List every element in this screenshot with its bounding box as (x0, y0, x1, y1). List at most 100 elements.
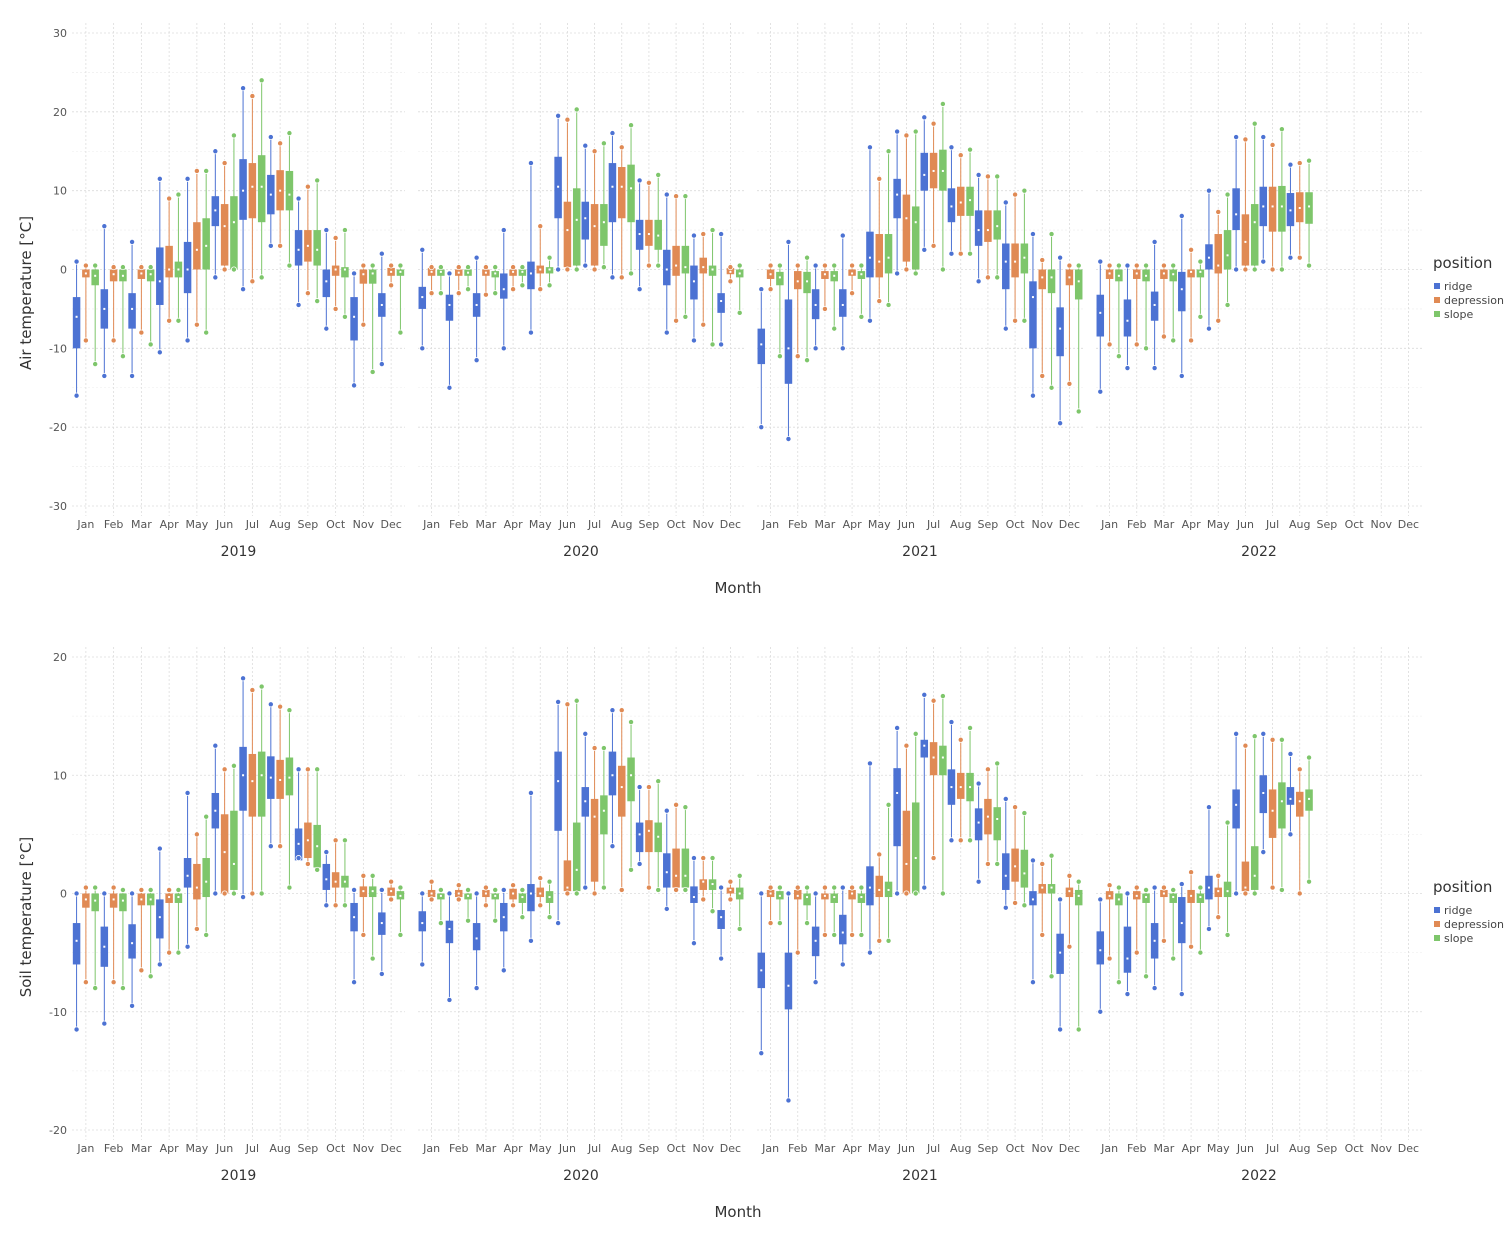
x-tick-label: May (186, 1142, 209, 1155)
outlier-point (110, 264, 117, 271)
box-ridge-nov (350, 270, 358, 389)
x-tick-label: Jun (1236, 1142, 1254, 1155)
outlier-point (758, 1050, 765, 1057)
box-ridge-oct (322, 849, 331, 909)
outlier-point (465, 264, 472, 271)
box-depression-may (536, 875, 544, 909)
outlier-point (794, 353, 801, 360)
median-mark (1262, 205, 1265, 208)
iqr-box (350, 297, 358, 341)
box-slope-mar (146, 264, 155, 348)
x-tick-label: May (868, 1142, 891, 1155)
box-slope-apr (1196, 884, 1205, 956)
outlier-point (184, 789, 191, 796)
box-depression-aug (618, 707, 626, 893)
outlier-point (894, 890, 901, 897)
box-slope-apr (1196, 258, 1205, 320)
x-tick-label: Dec (720, 518, 741, 531)
iqr-box (1123, 926, 1132, 973)
box-depression-oct (1011, 804, 1019, 906)
outlier-point (1048, 231, 1055, 238)
iqr-box (1029, 281, 1037, 349)
outlier-point (1269, 884, 1276, 891)
air-legend: position ridge depression slope (1433, 254, 1504, 321)
median-mark (121, 899, 124, 902)
box-ridge-mar (811, 262, 820, 352)
median-mark (421, 922, 424, 925)
outlier-point (930, 855, 937, 862)
iqr-box (939, 745, 947, 776)
x-tick-label: Feb (104, 518, 123, 531)
outlier-point (492, 264, 499, 271)
outlier-point (690, 940, 697, 947)
box-slope-jan (1115, 884, 1123, 986)
outlier-point (1124, 365, 1131, 372)
median-mark (1014, 865, 1017, 868)
outlier-point (1115, 884, 1122, 891)
x-tick-label: Aug (1289, 1142, 1310, 1155)
outlier-point (1151, 238, 1158, 245)
outlier-point (655, 171, 662, 178)
median-mark (421, 296, 424, 299)
box-slope-jul (600, 140, 608, 271)
box-depression-mar (821, 262, 829, 312)
outlier-point (351, 979, 358, 986)
outlier-point (1260, 849, 1267, 856)
outlier-point (1205, 325, 1212, 332)
median-mark (232, 221, 235, 224)
box-ridge-jan (418, 890, 427, 968)
iqr-box (109, 269, 118, 282)
median-mark (1271, 809, 1274, 812)
outlier-point (295, 766, 302, 773)
outlier-point (821, 884, 828, 891)
median-mark (692, 280, 695, 283)
x-tick-label: Jun (558, 1142, 576, 1155)
median-mark (941, 169, 944, 172)
median-mark (1153, 303, 1156, 306)
box-slope-sep (993, 760, 1001, 867)
box-depression-apr (509, 264, 517, 293)
outlier-point (1278, 736, 1285, 743)
median-mark (475, 937, 478, 940)
outlier-point (628, 719, 635, 726)
box-slope-feb (803, 884, 811, 927)
box-slope-oct (1020, 810, 1029, 909)
outlier-point (812, 890, 819, 897)
iqr-box (527, 884, 535, 912)
box-depression-may (193, 167, 201, 328)
box-slope-oct (1020, 187, 1029, 324)
outlier-point (1039, 931, 1046, 938)
median-mark (390, 890, 393, 893)
median-mark (467, 271, 470, 274)
median-mark (769, 273, 772, 276)
outlier-point (682, 193, 689, 200)
median-mark (1253, 221, 1256, 224)
x-tick-label: Jan (761, 518, 779, 531)
outlier-point (582, 262, 589, 269)
outlier-point (1029, 231, 1036, 238)
outlier-point (628, 122, 635, 129)
outlier-point (939, 100, 946, 107)
outlier-point (994, 760, 1001, 767)
outlier-point (240, 894, 247, 901)
outlier-point (1306, 754, 1313, 761)
outlier-point (351, 270, 358, 277)
outlier-point (428, 264, 435, 271)
median-mark (657, 835, 660, 838)
box-slope-dec (735, 262, 744, 316)
outlier-point (573, 266, 580, 273)
iqr-box (1223, 881, 1232, 898)
iqr-box (966, 186, 974, 216)
median-mark (584, 800, 587, 803)
x-tick-label: Nov (693, 1142, 715, 1155)
box-slope-feb (464, 264, 472, 293)
median-mark (566, 886, 569, 889)
median-mark (223, 225, 226, 228)
iqr-box (635, 822, 644, 853)
outlier-point (323, 902, 330, 909)
outlier-point (636, 286, 643, 293)
outlier-point (736, 309, 743, 316)
iqr-box (784, 952, 793, 1010)
outlier-point (1039, 860, 1046, 867)
box-ridge-feb (1123, 890, 1132, 998)
